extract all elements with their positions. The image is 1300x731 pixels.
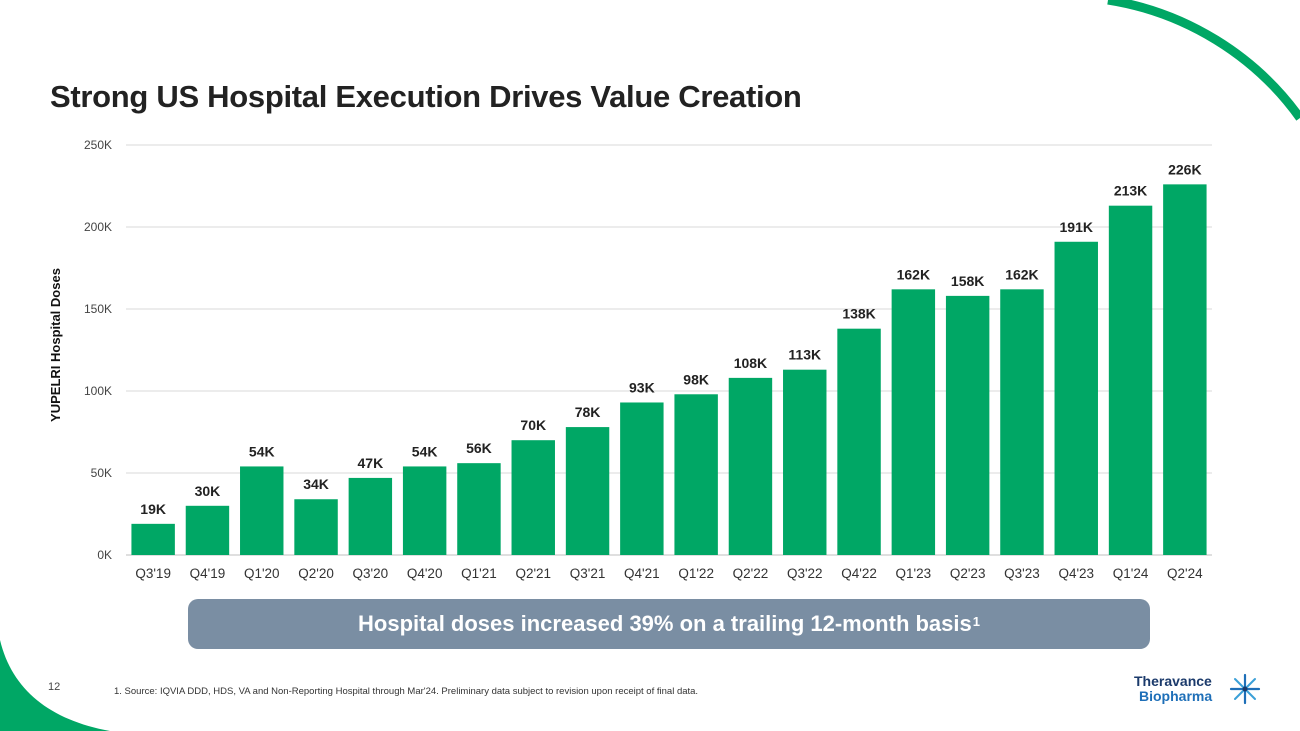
data-label: 70K xyxy=(520,417,546,433)
bar xyxy=(1000,289,1044,555)
data-label: 34K xyxy=(303,476,329,492)
summary-callout: Hospital doses increased 39% on a traili… xyxy=(188,599,1150,649)
data-label: 113K xyxy=(788,347,821,363)
callout-text: Hospital doses increased 39% on a traili… xyxy=(358,611,972,636)
y-tick-label: 250K xyxy=(84,138,112,152)
y-tick-label: 200K xyxy=(84,220,112,234)
page-title: Strong US Hospital Execution Drives Valu… xyxy=(50,78,802,114)
data-label: 98K xyxy=(683,371,709,387)
bars xyxy=(131,184,1207,556)
y-tick-label: 150K xyxy=(84,302,112,316)
x-tick-label: Q3'20 xyxy=(353,566,389,581)
data-label: 78K xyxy=(575,404,601,420)
data-label: 54K xyxy=(249,443,275,459)
x-tick-label: Q2'21 xyxy=(515,566,551,581)
bar xyxy=(728,377,773,555)
x-tick-label: Q3'22 xyxy=(787,566,823,581)
x-tick-label: Q3'23 xyxy=(1004,566,1040,581)
x-tick-label: Q1'24 xyxy=(1113,566,1149,581)
x-tick-label: Q4'20 xyxy=(407,566,443,581)
data-label: 47K xyxy=(358,455,384,471)
y-tick-label: 0K xyxy=(97,548,112,562)
x-tick-label: Q2'22 xyxy=(733,566,769,581)
callout-footnote-marker: 1 xyxy=(972,613,980,629)
logo-wordmark-line2: Biopharma xyxy=(1139,688,1213,704)
x-tick-label: Q4'23 xyxy=(1058,566,1094,581)
x-tick-label: Q2'20 xyxy=(298,566,334,581)
data-label: 108K xyxy=(734,355,767,371)
bar xyxy=(348,477,393,555)
y-axis-ticks: 0K 50K 100K 150K 200K 250K xyxy=(84,138,112,562)
data-label: 93K xyxy=(629,379,655,395)
y-tick-label: 50K xyxy=(91,466,112,480)
bar xyxy=(1108,205,1153,555)
bar xyxy=(837,328,881,555)
data-label: 162K xyxy=(897,266,930,282)
data-label: 226K xyxy=(1168,161,1201,177)
x-axis-ticks: Q3'19 Q4'19 Q1'20 Q2'20 Q3'20 Q4'20 Q1'21 Q2'21… xyxy=(135,566,1203,581)
x-tick-label: Q2'24 xyxy=(1167,566,1203,581)
bottom-left-arc xyxy=(0,640,110,731)
x-tick-label: Q4'22 xyxy=(841,566,877,581)
company-logo: Theravance Biopharma xyxy=(1134,672,1264,706)
x-tick-label: Q1'20 xyxy=(244,566,280,581)
x-tick-label: Q2'23 xyxy=(950,566,986,581)
bar xyxy=(565,427,610,555)
top-right-arc-stroke xyxy=(1107,0,1300,121)
top-right-arc xyxy=(1108,0,1300,118)
y-axis-label: YUPELRI Hospital Doses xyxy=(48,268,63,422)
bar-chart: 0K 50K 100K 150K 200K 250K 19K 30K 54K 34K 47K 54K… xyxy=(48,138,1212,581)
gridlines xyxy=(126,144,1212,556)
bar xyxy=(945,295,990,555)
data-label: 54K xyxy=(412,443,438,459)
bar xyxy=(1054,241,1098,555)
star-burst-icon xyxy=(1229,673,1261,705)
y-tick-label: 100K xyxy=(84,384,112,398)
data-label: 158K xyxy=(951,273,984,289)
data-labels: 19K 30K 54K 34K 47K 54K 56K 70K 78K 93K 98K 108K 113… xyxy=(140,161,1201,516)
data-label: 30K xyxy=(195,483,221,499)
x-tick-label: Q3'21 xyxy=(570,566,606,581)
bar xyxy=(402,466,447,555)
bar xyxy=(240,466,284,555)
bar xyxy=(457,463,501,555)
data-label: 191K xyxy=(1060,219,1093,235)
data-label: 19K xyxy=(140,501,166,517)
data-label: 162K xyxy=(1005,266,1038,282)
bar xyxy=(131,523,175,555)
x-tick-label: Q3'19 xyxy=(135,566,171,581)
source-footnote: 1. Source: IQVIA DDD, HDS, VA and Non-Re… xyxy=(114,686,699,697)
x-tick-label: Q4'21 xyxy=(624,566,660,581)
x-tick-label: Q1'23 xyxy=(896,566,932,581)
page-number: 12 xyxy=(48,681,61,693)
logo-wordmark-line1: Theravance xyxy=(1134,673,1212,689)
bar xyxy=(1163,184,1207,556)
bar xyxy=(294,499,338,555)
x-tick-label: Q4'19 xyxy=(190,566,226,581)
bar xyxy=(185,505,230,555)
data-label: 213K xyxy=(1114,183,1147,199)
data-label: 138K xyxy=(842,306,875,322)
x-tick-label: Q1'22 xyxy=(678,566,714,581)
data-label: 56K xyxy=(466,440,492,456)
x-tick-label: Q1'21 xyxy=(461,566,497,581)
bar xyxy=(891,289,936,555)
bar xyxy=(674,394,718,555)
bar xyxy=(783,369,827,555)
bar xyxy=(511,440,555,555)
bar xyxy=(620,402,664,555)
